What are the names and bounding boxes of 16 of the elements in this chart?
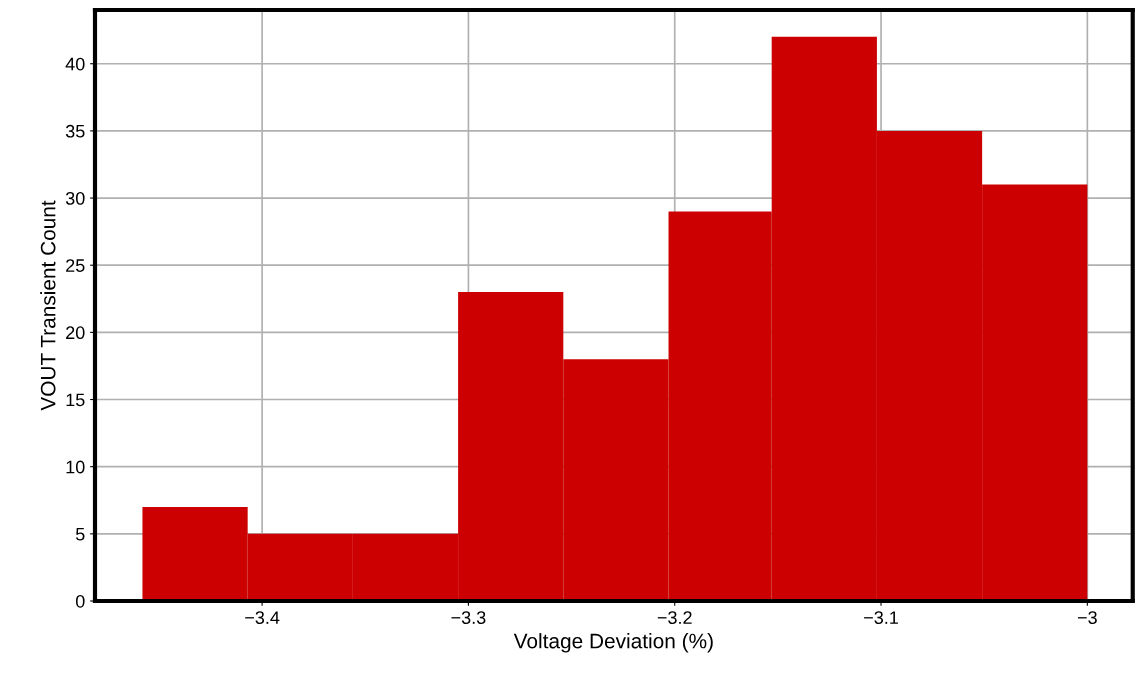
y-tick-label: 30	[65, 191, 85, 205]
x-tick-label: −3.2	[657, 611, 692, 624]
x-tick-label: −3.3	[451, 611, 486, 624]
y-tick-label: 25	[66, 259, 85, 272]
y-tick-label: 5	[75, 527, 85, 541]
x-tick-label: −3	[1077, 611, 1097, 624]
y-tick-label: 0	[75, 594, 85, 608]
x-tick-label: −3.4	[245, 611, 280, 624]
x-tick-label: −3.1	[864, 611, 898, 624]
y-tick-label: 35	[65, 124, 85, 138]
x-axis-title: Voltage Deviation (%)	[513, 633, 713, 653]
y-axis-title: VOUT Transient Count	[40, 200, 56, 411]
y-tick-label: 40	[65, 57, 85, 71]
y-tick-label: 20	[66, 326, 85, 340]
y-tick-label: 15	[66, 393, 85, 407]
y-tick-label: 10	[66, 460, 85, 474]
